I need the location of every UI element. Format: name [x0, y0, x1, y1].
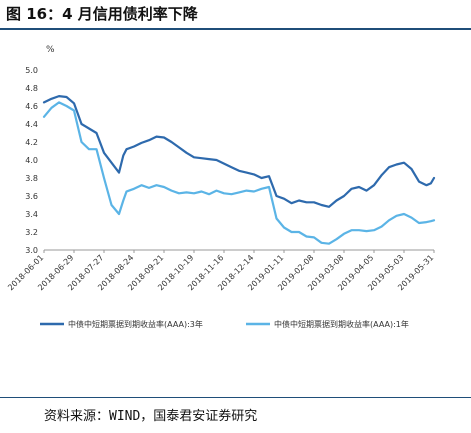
series-line-3y — [42, 94, 436, 208]
y-tick-label: 5.0 — [25, 66, 38, 75]
y-axis-unit-label: % — [46, 45, 55, 55]
legend-label: 中债中短期票据到期收益率(AAA):3年 — [68, 319, 203, 329]
y-axis-ticks: 5.0 4.8 4.6 4.4 4.2 4.0 3.8 3.6 3.4 3.2 3.0 — [25, 66, 38, 255]
y-tick-label: 4.4 — [25, 120, 38, 129]
y-tick-label: 3.4 — [25, 210, 38, 219]
y-tick-label: 3.8 — [25, 174, 38, 183]
chart-area: % 5.0 4.8 4.6 4.4 4.2 4.0 3.8 3.6 3.4 3.2 3.0 2018… — [0, 30, 471, 395]
y-tick-label: 3.2 — [25, 228, 38, 237]
y-tick-label: 4.8 — [25, 84, 38, 93]
y-tick-label: 3.6 — [25, 192, 38, 201]
y-tick-label: 3.0 — [25, 246, 38, 255]
series-line-1y — [42, 101, 436, 245]
line-chart: % 5.0 4.8 4.6 4.4 4.2 4.0 3.8 3.6 3.4 3.2 3.0 2018… — [6, 45, 436, 329]
y-tick-label: 4.6 — [25, 102, 38, 111]
source-note: 资料来源：WIND，国泰君安证券研究 — [44, 409, 258, 424]
source-divider — [0, 397, 471, 398]
y-tick-label: 4.0 — [25, 156, 38, 165]
figure-header: 图 16：4 月信用债利率下降 — [0, 0, 471, 28]
y-tick-label: 4.2 — [25, 138, 38, 147]
legend-label: 中债中短期票据到期收益率(AAA):1年 — [274, 319, 409, 329]
figure-title: 图 16：4 月信用债利率下降 — [6, 5, 198, 23]
title-divider — [0, 28, 471, 30]
x-axis-ticks: 2018-06-012018-06-292018-07-272018-08-24… — [6, 250, 435, 292]
series-lines — [42, 94, 436, 245]
legend: 中债中短期票据到期收益率(AAA):3年 中债中短期票据到期收益率(AAA):1年 — [40, 319, 409, 329]
